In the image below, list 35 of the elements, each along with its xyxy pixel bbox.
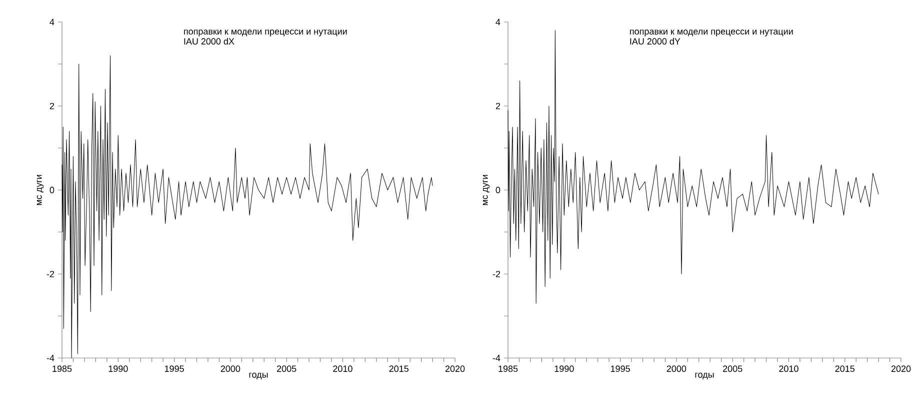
y-tick-label: 0 <box>496 186 500 194</box>
x-tick-label: 2015 <box>835 366 854 372</box>
text: IAU 2000 dY <box>630 38 680 45</box>
y-tick-label: -4 <box>492 354 500 362</box>
x-tick-label: 2020 <box>445 366 465 372</box>
x-tick-label: 1995 <box>164 366 184 372</box>
x-tick-label: 1990 <box>108 366 128 372</box>
y-tick-label: -4 <box>46 354 54 362</box>
x-tick-label: 2010 <box>779 366 798 372</box>
y-tick-label: 0 <box>50 186 54 194</box>
x-tick-label: 1985 <box>498 366 518 372</box>
y-tick-label: -2 <box>492 270 500 278</box>
x-axis-title: годы <box>695 372 714 380</box>
x-tick-label: 2005 <box>723 366 742 372</box>
x-tick-label: 1995 <box>610 366 630 372</box>
y-axis-title: мс дуги <box>36 175 44 205</box>
text: поправки к модели прецесси и нутации <box>184 30 347 36</box>
x-tick-label: 2020 <box>891 366 911 372</box>
text: поправки к модели прецесси и нутации <box>630 30 793 36</box>
y-tick-label: 4 <box>496 18 500 26</box>
text: IAU 2000 dX <box>184 38 234 45</box>
x-tick-label: 2005 <box>277 366 296 372</box>
y-tick-label: 4 <box>50 18 54 26</box>
x-axis-title: годы <box>249 372 268 380</box>
x-tick-label: 2000 <box>666 366 686 372</box>
y-tick-label: 2 <box>50 102 54 110</box>
y-axis-title: мс дуги <box>482 175 490 205</box>
x-tick-label: 1990 <box>554 366 574 372</box>
y-tick-label: -2 <box>46 270 54 278</box>
y-tick-label: 2 <box>496 102 500 110</box>
x-tick-label: 2010 <box>333 366 352 372</box>
x-tick-label: 2015 <box>389 366 408 372</box>
x-tick-label: 2000 <box>220 366 240 372</box>
x-tick-label: 1985 <box>52 366 72 372</box>
line-series <box>508 30 879 304</box>
